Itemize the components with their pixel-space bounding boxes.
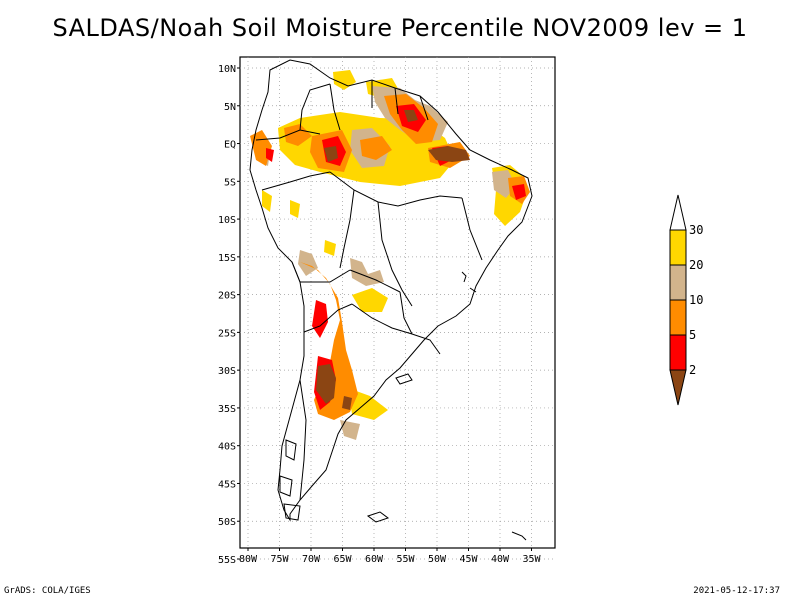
- latitude-tick-label: 40S: [218, 442, 236, 453]
- latitude-tick-label: 35S: [218, 404, 236, 415]
- legend-colorbar: 2 5 10 20 30: [669, 194, 703, 406]
- legend-label: 30: [689, 223, 703, 237]
- longitude-tick-label: 50W: [428, 554, 447, 565]
- latitude-tick-label: 25S: [218, 328, 236, 339]
- longitude-tick-label: 40W: [491, 554, 510, 565]
- latitude-tick-label: 20S: [218, 291, 236, 302]
- latitude-tick-label: 15S: [218, 253, 236, 264]
- latitude-tick-label: 45S: [218, 479, 236, 490]
- longitude-tick-label: 75W: [270, 554, 289, 565]
- legend-label: 20: [689, 258, 703, 272]
- longitude-labels: 80W 75W 70W 65W 60W 55W 50W 45W 40W 35W: [239, 548, 542, 565]
- legend-swatch: [669, 299, 687, 336]
- latitude-tick-label: 10S: [218, 215, 236, 226]
- soil-moisture-shading: [250, 70, 530, 440]
- legend-label: 5: [689, 328, 696, 342]
- legend-swatch-highest: [669, 194, 687, 231]
- latitude-labels: 10N 5N EQ 5S 10S 15S 20S 25S 30S 35S 40S 45S 50S 55S: [218, 64, 240, 566]
- latitude-tick-label: 5N: [224, 102, 236, 113]
- longitude-tick-label: 80W: [239, 554, 258, 565]
- longitude-tick-label: 60W: [365, 554, 384, 565]
- legend-swatch: [669, 334, 687, 371]
- longitude-tick-label: 35W: [522, 554, 541, 565]
- latitude-tick-label: 10N: [218, 64, 236, 75]
- legend-swatch-lowest: [669, 369, 687, 406]
- latitude-tick-label: EQ: [224, 140, 236, 151]
- legend-label: 2: [689, 363, 696, 377]
- longitude-tick-label: 55W: [396, 554, 415, 565]
- legend-swatch: [669, 229, 687, 266]
- legend-label: 10: [689, 293, 703, 307]
- country-borders: [249, 59, 533, 541]
- timestamp: 2021-05-12-17:37: [693, 586, 780, 596]
- latitude-tick-label: 50S: [218, 517, 236, 528]
- latitude-tick-label: 5S: [224, 177, 236, 188]
- latitude-tick-label: 55S: [218, 555, 236, 566]
- longitude-tick-label: 45W: [459, 554, 478, 565]
- longitude-tick-label: 65W: [333, 554, 352, 565]
- longitude-tick-label: 70W: [302, 554, 321, 565]
- latitude-tick-label: 30S: [218, 366, 236, 377]
- grads-credit: GrADS: COLA/IGES: [4, 586, 91, 596]
- legend-swatch: [669, 264, 687, 301]
- map-title: SALDAS/Noah Soil Moisture Percentile NOV…: [52, 14, 748, 42]
